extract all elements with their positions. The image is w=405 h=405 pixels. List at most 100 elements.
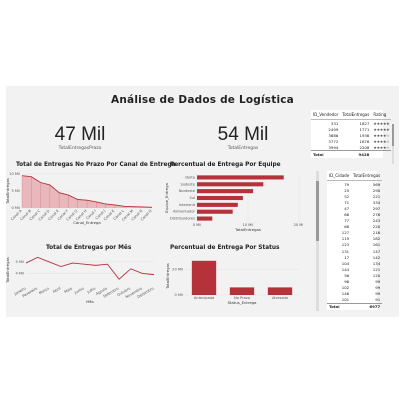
y-tick-label: Alimentador <box>173 210 196 214</box>
x-axis-label: Canal_Entrega <box>73 220 101 225</box>
x-tick-label: 0 Mil <box>193 223 202 227</box>
cell-total: 121 <box>372 266 381 272</box>
col-header[interactable]: ID_Vendedor <box>311 110 341 120</box>
table-row[interactable]: 144 121 <box>327 266 382 272</box>
table-row[interactable]: 131 147 <box>327 248 382 254</box>
cell-id: 17 <box>344 254 350 260</box>
y-tick-label: 0 Mil <box>174 293 183 297</box>
chart-title-mes: Total de Entregas por Mês <box>46 245 132 251</box>
table-row[interactable]: 127 216 <box>327 230 382 236</box>
total-label: Total <box>327 302 352 310</box>
table-row[interactable]: 68 220 <box>327 224 382 230</box>
col-header[interactable]: TotalEntregas <box>340 110 372 120</box>
total-empty <box>371 150 392 158</box>
kpi-label: TotalEntregasPrazo <box>58 146 102 151</box>
col-header[interactable]: Rating <box>371 110 392 120</box>
table-row[interactable]: 2499 1771 ★★★★★ <box>311 126 391 132</box>
table-row[interactable]: 77 243 <box>327 218 382 224</box>
table-vendedor[interactable]: ID_Vendedor TotalEntregas Rating 331 1827… <box>311 110 392 158</box>
total-value: 6977 <box>351 302 383 310</box>
cell-total: 220 <box>372 224 381 230</box>
bar <box>197 189 254 194</box>
y-tick-label: Distribuidores <box>170 217 195 221</box>
cell-total: 334 <box>372 199 381 205</box>
table-row[interactable]: 3772 1676 ★★★★☆ <box>311 138 391 144</box>
table-row[interactable]: 101 91 <box>327 297 382 304</box>
cell-total: 142 <box>372 254 381 260</box>
table-cidade[interactable]: ID_Cidade TotalEntregas 79 569 25 290 52 221 7… <box>327 171 383 310</box>
cell-id: 101 <box>341 297 350 303</box>
table-row[interactable]: 119 182 <box>327 236 382 242</box>
cell-id: 131 <box>341 248 350 254</box>
table-row[interactable]: 146 99 <box>327 291 382 297</box>
x-tick-label: Antecipada <box>194 296 214 300</box>
cell-total: 2208 <box>359 144 370 150</box>
y-axis-label: TotalEntregas <box>165 263 170 290</box>
kpi-total-entregas-prazo[interactable]: 47 Mil TotalEntregasPrazo <box>40 124 120 151</box>
y-tick-label: Interland <box>179 203 195 207</box>
table-row[interactable]: 3686 1936 ★★★★☆ <box>311 132 391 138</box>
table-row[interactable]: 3994 2208 ★★★★☆ <box>311 144 391 151</box>
table-total-row: Total 9428 <box>311 150 392 158</box>
x-tick-label: 20 Mil <box>294 223 303 227</box>
bar-chart-equipe[interactable]: 0 Mil 10 Mil 20 Mil Delta Sudeste Nordeste Sul… <box>163 168 303 232</box>
cell-id: 102 <box>341 285 350 291</box>
cell-id: 66 <box>344 212 350 218</box>
bar <box>197 195 243 201</box>
area-fill <box>22 175 152 208</box>
table-row[interactable]: 104 134 <box>327 260 382 266</box>
cell-id: 56 <box>344 272 350 278</box>
y-tick-label: 5 Mil <box>15 260 24 264</box>
table-cidade-scrollbar[interactable] <box>316 171 319 311</box>
report-title: Análise de Dados de Logística <box>111 94 294 106</box>
y-axis-label: TotalEntregas <box>6 178 10 205</box>
cell-id: 331 <box>330 120 339 126</box>
table-row[interactable]: 25 290 <box>327 187 382 193</box>
table-row[interactable]: 102 99 <box>327 285 382 291</box>
y-tick-label: 0 Mil <box>11 206 20 210</box>
x-axis-label: TotalEntregas <box>234 227 261 232</box>
col-header[interactable]: TotalEntregas <box>351 171 383 181</box>
table-vendedor-scrollbar[interactable] <box>392 124 394 164</box>
table-row[interactable]: 17 142 <box>327 254 382 260</box>
table-row[interactable]: 52 221 <box>327 193 382 199</box>
cell-total: 134 <box>372 260 381 266</box>
cell-total: 1771 <box>359 126 370 132</box>
table-row[interactable]: 56 120 <box>327 272 382 278</box>
x-tick-label: Janeiro <box>13 286 27 296</box>
cell-total: 161 <box>372 242 381 248</box>
table-row[interactable]: 123 161 <box>327 242 382 248</box>
cell-id: 104 <box>341 260 350 266</box>
y-tick-label: Nordeste <box>179 189 196 193</box>
table-row[interactable]: 66 276 <box>327 211 382 217</box>
table-row[interactable]: 96 99 <box>327 279 382 285</box>
cell-id: 123 <box>341 242 350 248</box>
cell-id: 77 <box>344 218 350 224</box>
cell-id: 144 <box>341 266 350 272</box>
kpi-total-entregas[interactable]: 54 Mil TotalEntregas <box>203 124 283 151</box>
chart-title-equipe: Percentual de Entrega Por Equipe <box>170 162 281 168</box>
table-row[interactable]: 47 297 <box>327 205 382 211</box>
col-header[interactable]: ID_Cidade <box>327 171 352 181</box>
x-tick-label: Julho <box>86 286 96 294</box>
table-row[interactable]: 331 1827 ★★★★★ <box>311 120 391 127</box>
bar <box>197 209 233 214</box>
cell-total: 276 <box>372 212 381 218</box>
cell-rating: ★★★★★ <box>373 120 390 126</box>
cell-id: 71 <box>344 199 350 205</box>
y-tick-label: Delta <box>185 175 195 179</box>
x-tick-label: Abril <box>52 286 61 294</box>
y-tick-label: 5 Mil <box>11 189 20 193</box>
cell-id: 3772 <box>328 138 339 144</box>
x-tick-label: Maio <box>64 286 73 294</box>
cell-total: 221 <box>372 193 381 199</box>
x-tick-label: Canal J <box>95 209 107 221</box>
x-tick-label: Canal I <box>85 209 97 221</box>
table-row[interactable]: 71 334 <box>327 199 382 205</box>
cell-total: 297 <box>372 205 381 211</box>
bar-chart-status[interactable]: 20 Mil 0 Mil Antecipada No Prazo Atrasado Sta… <box>163 251 303 311</box>
table-row[interactable]: 79 569 <box>327 181 382 188</box>
cell-id: 68 <box>344 224 350 230</box>
